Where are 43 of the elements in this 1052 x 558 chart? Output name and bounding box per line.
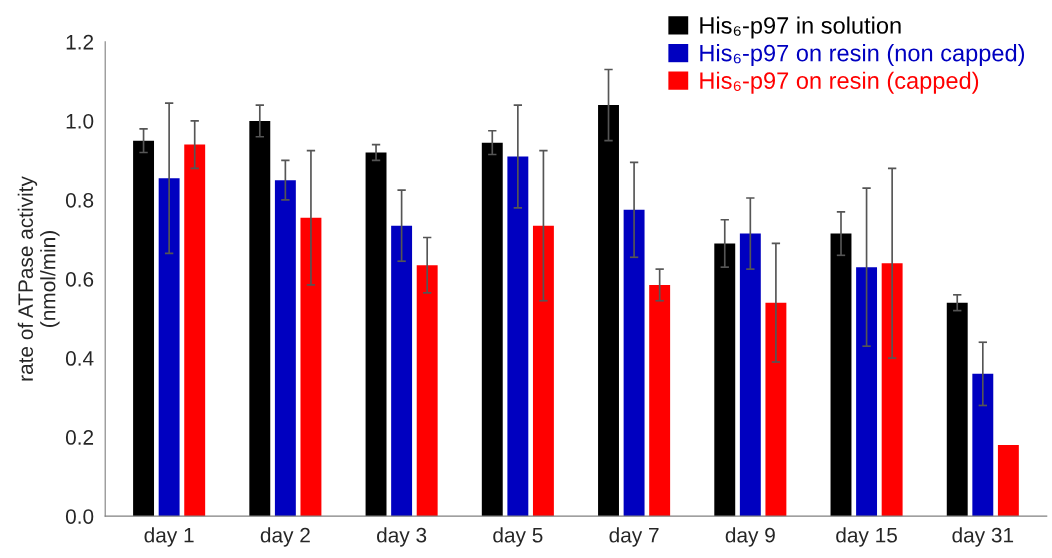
- y-tick-label: 0.0: [65, 509, 94, 524]
- bar: [739, 233, 761, 517]
- bar: [972, 373, 994, 517]
- bar: [881, 263, 903, 517]
- bar: [623, 209, 645, 517]
- bar: [598, 105, 619, 517]
- bar: [300, 217, 322, 517]
- bar: [481, 142, 503, 517]
- bar: [946, 302, 968, 517]
- bar: [830, 233, 852, 517]
- y-tick-label: 0.4: [65, 351, 94, 366]
- bar: [856, 267, 878, 517]
- y-tick-label: 0.2: [65, 430, 94, 445]
- x-tick-label: day 15: [836, 527, 897, 547]
- x-tick-label: day 5: [493, 527, 543, 547]
- x-tick-label: day 31: [952, 527, 1014, 547]
- bar: [391, 225, 413, 517]
- bar: [158, 178, 180, 517]
- x-tick-label: day 7: [609, 527, 659, 547]
- y-tick-label: 0.6: [65, 272, 94, 287]
- bar: [365, 152, 387, 517]
- x-tick-label: day 1: [144, 527, 194, 547]
- bar: [997, 445, 1019, 517]
- bar: [416, 265, 438, 517]
- x-tick-label: day 9: [725, 527, 775, 547]
- bar: [714, 243, 736, 517]
- bar: [532, 225, 554, 517]
- bar: [765, 302, 787, 517]
- y-tick-label: 1.2: [66, 34, 94, 50]
- bar: [249, 120, 271, 517]
- bar: [133, 140, 155, 517]
- legend-label: His₆-p97 on resin (non capped): [700, 44, 1025, 67]
- bar: [274, 180, 296, 517]
- y-tick-label: 1.0: [66, 113, 94, 129]
- legend-label: His₆-p97 on resin (capped): [700, 71, 979, 94]
- legend-label: His₆-p97 in solution: [700, 16, 901, 39]
- bar: [507, 156, 529, 517]
- bar: [649, 284, 671, 517]
- x-tick-label: day 2: [260, 527, 310, 547]
- y-tick-label: 0.8: [65, 192, 94, 208]
- y-axis-title: rate of ATPase activity (nmol/min): [17, 176, 60, 381]
- bar: [184, 144, 206, 517]
- x-tick-label: day 3: [377, 527, 427, 547]
